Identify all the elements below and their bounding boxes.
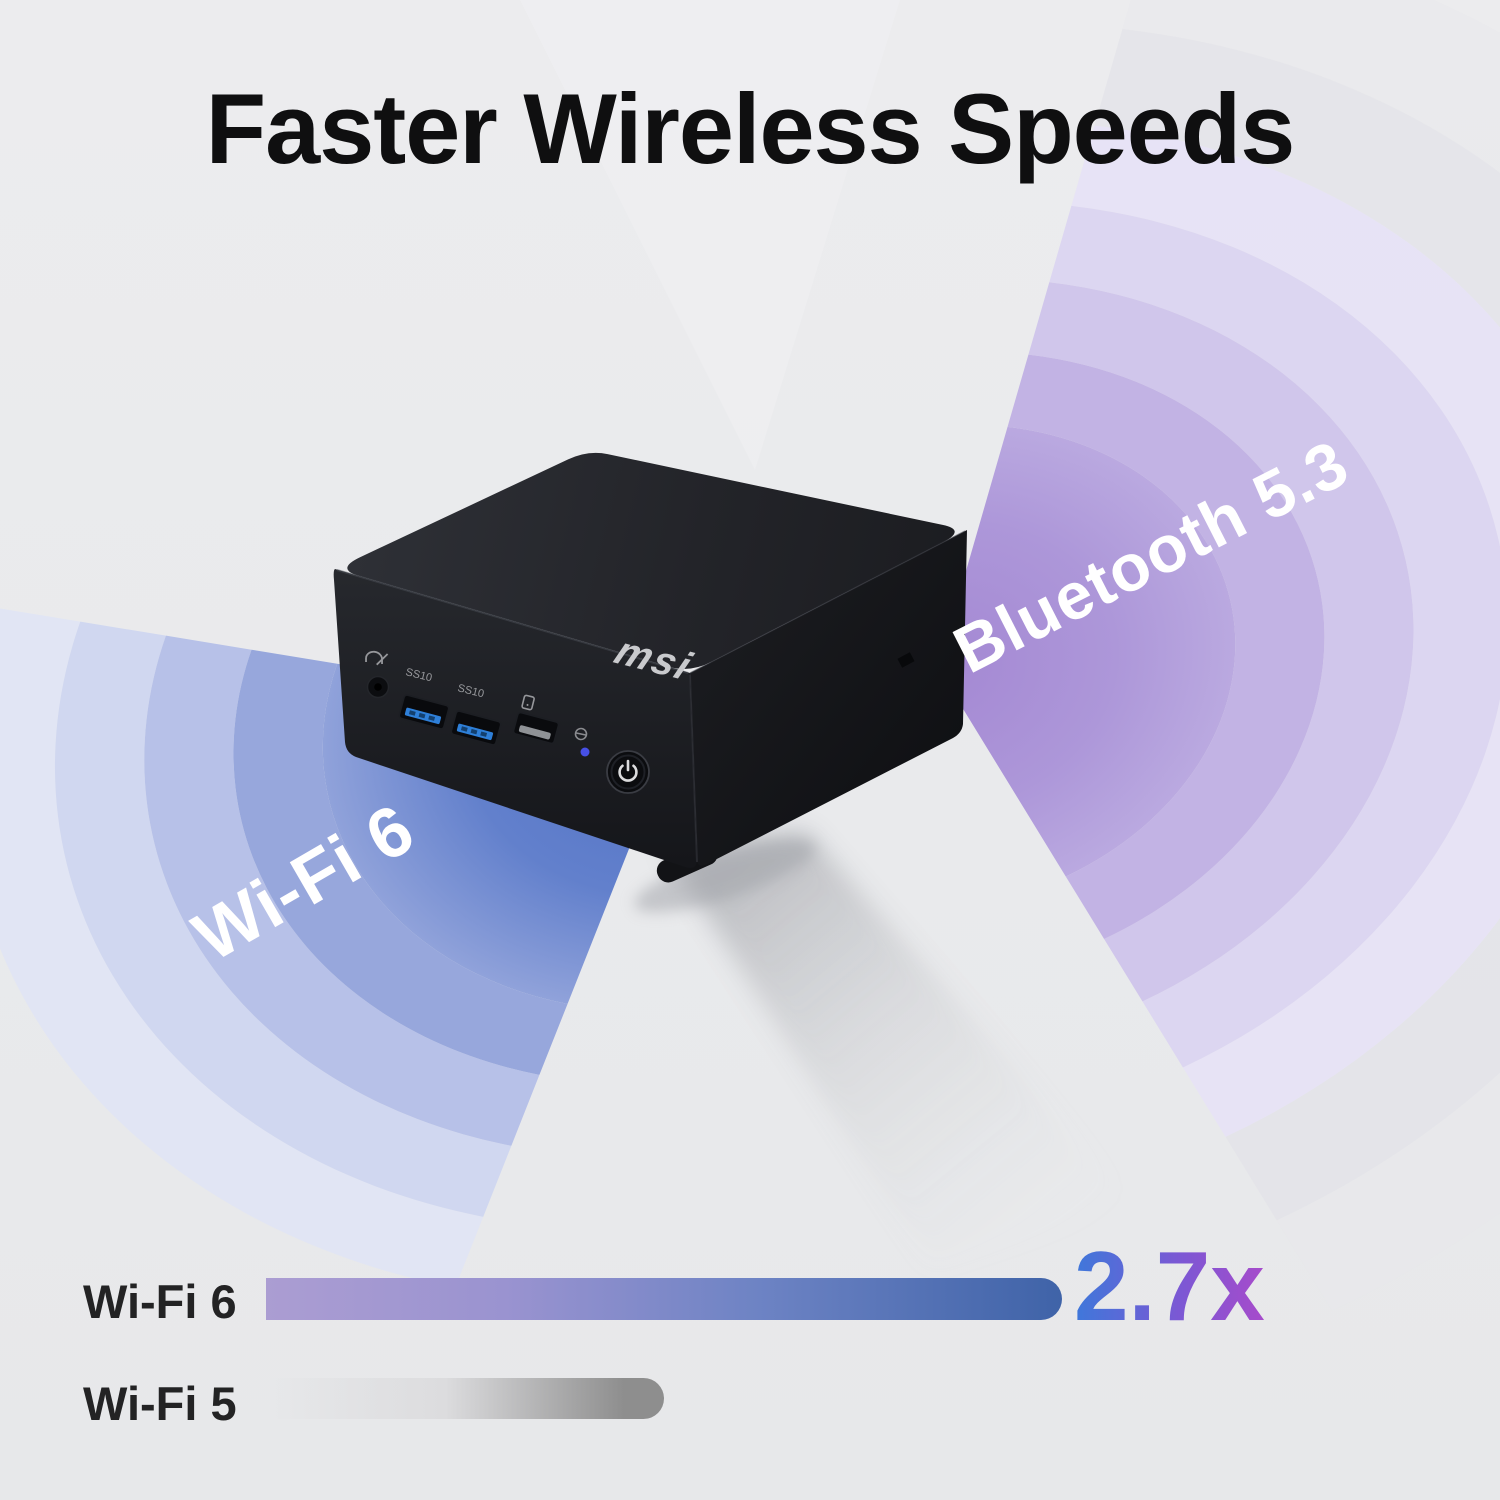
background-sheen [520, 0, 900, 470]
device-shadow [663, 830, 1140, 1268]
signal-arc-band [0, 607, 484, 1288]
power-icon [618, 759, 638, 782]
usb-c-port [512, 711, 560, 745]
signal-arc-band [144, 635, 540, 1146]
usb-a-port-2 [450, 710, 502, 746]
headphone-jack [366, 675, 390, 699]
kensington-slot-icon [897, 652, 915, 668]
signal-arc-band [1049, 205, 1500, 1068]
wifi6-bar [266, 1278, 1062, 1320]
signal-arc-band [1028, 282, 1414, 1002]
device-front-face [333, 569, 697, 868]
power-button [606, 750, 650, 794]
edge-front-top [336, 569, 689, 674]
wifi6-row-label: Wi-Fi 6 [83, 1275, 237, 1328]
device-right-face [690, 530, 967, 866]
headset-icon [365, 650, 389, 666]
wifi6-value-text: 2.7x [1074, 1236, 1265, 1341]
device-contact-shadow [634, 839, 816, 913]
card-icon [521, 694, 535, 711]
signal-arc-band [1007, 354, 1325, 939]
edge-right-top [689, 530, 966, 674]
signal-arc-band [233, 649, 568, 1075]
wifi5-bar [266, 1378, 664, 1419]
device-top-face [347, 452, 955, 669]
wifi5-row-label: Wi-Fi 5 [83, 1377, 237, 1430]
bluetooth-signal-arcs [938, 0, 1500, 1311]
signal-arc-band [1071, 125, 1500, 1137]
status-led [580, 747, 590, 757]
wifi6-value: 2.7x [1074, 1236, 1265, 1341]
signal-arc-band [54, 621, 512, 1217]
page-title: Faster Wireless Speeds [205, 73, 1296, 184]
signal-arc-band [938, 426, 1236, 877]
edge-corner [689, 674, 698, 863]
usb-a-port-1 [398, 694, 450, 730]
mini-pc: msi SS10 SS10 [333, 452, 967, 883]
drive-led-icon [574, 727, 588, 741]
